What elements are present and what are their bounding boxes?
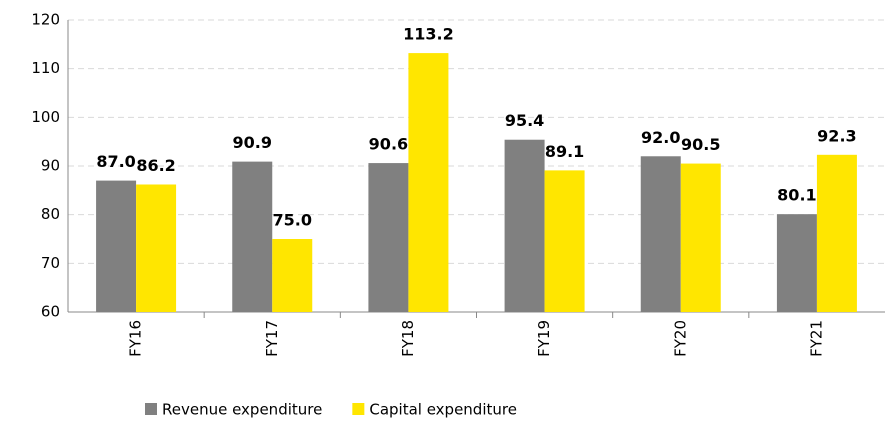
legend-swatch [145,403,157,415]
x-tick-label: FY18 [399,320,417,357]
bar [640,156,681,312]
bar [776,214,817,312]
y-tick-label: 70 [41,254,60,272]
x-tick-label: FY20 [671,320,689,357]
bar [272,239,313,312]
value-label: 113.2 [403,25,454,44]
bar [680,163,721,312]
value-label: 90.9 [233,133,272,152]
bar [504,139,545,312]
x-tick-label: FY17 [263,320,281,357]
bar [368,163,409,312]
y-tick-label: 120 [31,11,60,29]
legend-swatch [352,403,365,415]
value-label: 87.0 [96,152,135,171]
bar [232,161,273,312]
value-label: 90.5 [681,135,720,154]
value-label: 89.1 [545,142,584,161]
value-label: 92.0 [641,128,680,147]
x-tick-label: FY21 [807,320,825,357]
value-label: 92.3 [817,126,856,145]
bar [96,180,137,312]
y-tick-label: 60 [41,303,60,321]
y-tick-label: 90 [41,157,60,175]
legend-label: Capital expenditure [369,401,517,419]
x-tick-label: FY16 [127,320,145,357]
value-label: 95.4 [505,111,544,130]
bar [816,154,857,312]
value-label: 90.6 [369,135,408,154]
legend-label: Revenue expenditure [162,401,322,419]
y-tick-label: 80 [41,205,60,223]
y-tick-label: 100 [31,108,60,126]
x-tick-label: FY19 [535,320,553,357]
bar [544,170,585,312]
bar [408,53,449,313]
value-label: 86.2 [136,156,175,175]
y-tick-label: 110 [31,59,60,77]
value-label: 75.0 [273,211,312,230]
bar [136,184,177,312]
value-label: 80.1 [777,186,816,205]
